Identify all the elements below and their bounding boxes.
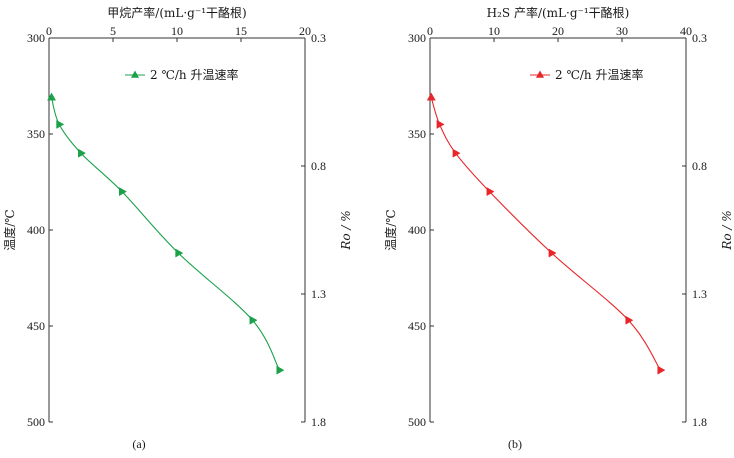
x-tick-label: 0 [427, 24, 433, 38]
y-right-tick-label: 0.8 [692, 159, 707, 173]
y-right-tick-label: 0.3 [311, 31, 326, 45]
data-point-marker [486, 187, 495, 197]
x-tick-label: 15 [235, 24, 247, 38]
panel-label: (b) [508, 437, 522, 451]
y-axis-label: 温度/℃ [383, 209, 398, 250]
series-line-0 [51, 97, 280, 371]
x-tick-label: 0 [46, 24, 52, 38]
y-tick-label: 350 [408, 127, 426, 141]
data-point-marker [47, 92, 57, 101]
legend-marker [130, 70, 140, 78]
y-right-tick-label: 0.8 [311, 159, 326, 173]
data-point-marker [119, 187, 127, 197]
y-right-tick-label: 1.8 [692, 415, 707, 429]
y-tick-label: 400 [27, 223, 45, 237]
chart-title: H₂S 产率/(mL·g⁻¹干酪根) [487, 5, 630, 20]
legend-label: 2 ℃/h 升温速率 [555, 67, 643, 82]
y-right-tick-label: 1.3 [311, 287, 326, 301]
y-tick-label: 450 [408, 319, 426, 333]
y-tick-label: 300 [408, 31, 426, 45]
x-tick-label: 40 [680, 24, 692, 38]
data-point-marker [657, 365, 666, 375]
y-right-tick-label: 0.3 [692, 31, 707, 45]
y-right-axis-label: Ro / % [720, 210, 734, 250]
y-tick-label: 400 [408, 223, 426, 237]
data-point-marker [276, 365, 285, 375]
data-point-marker [548, 248, 557, 258]
chart-panel-b: 0 10 20 30 40 300 350 400 450 500 0.3 0.8 1.3 1.8 H₂S … [383, 5, 734, 451]
y-tick-label: 500 [27, 415, 45, 429]
panel-label: (a) [132, 437, 145, 451]
y-tick-label: 350 [27, 127, 45, 141]
x-tick-label: 10 [488, 24, 500, 38]
y-tick-label: 500 [408, 415, 426, 429]
data-point-marker [625, 315, 634, 325]
y-axis-label: 温度/℃ [2, 209, 17, 250]
x-tick-label: 20 [552, 24, 564, 38]
data-point-marker [175, 248, 184, 258]
chart-title: 甲烷产率/(mL·g⁻¹干酪根) [107, 5, 246, 20]
series-line-0 [430, 97, 661, 371]
legend-marker [535, 70, 545, 78]
y-tick-label: 300 [27, 31, 45, 45]
y-right-axis-label: Ro / % [339, 210, 353, 250]
y-right-tick-label: 1.3 [692, 287, 707, 301]
x-tick-label: 5 [110, 24, 116, 38]
x-tick-label: 10 [171, 24, 183, 38]
data-point-marker [436, 119, 445, 129]
chart-panel-a: 0 5 10 15 20 300 350 400 450 500 0.3 0.8 1.3 1.8 甲烷产率/… [2, 5, 353, 451]
data-point-marker [78, 148, 87, 158]
x-tick-label: 30 [616, 24, 628, 38]
data-point-marker [56, 119, 65, 129]
data-point-marker [249, 315, 258, 325]
y-right-tick-label: 1.8 [311, 415, 326, 429]
data-point-marker [452, 148, 461, 158]
y-tick-label: 450 [27, 319, 45, 333]
x-tick-label: 20 [299, 24, 311, 38]
data-point-marker [426, 92, 436, 101]
legend-label: 2 ℃/h 升温速率 [150, 67, 238, 82]
